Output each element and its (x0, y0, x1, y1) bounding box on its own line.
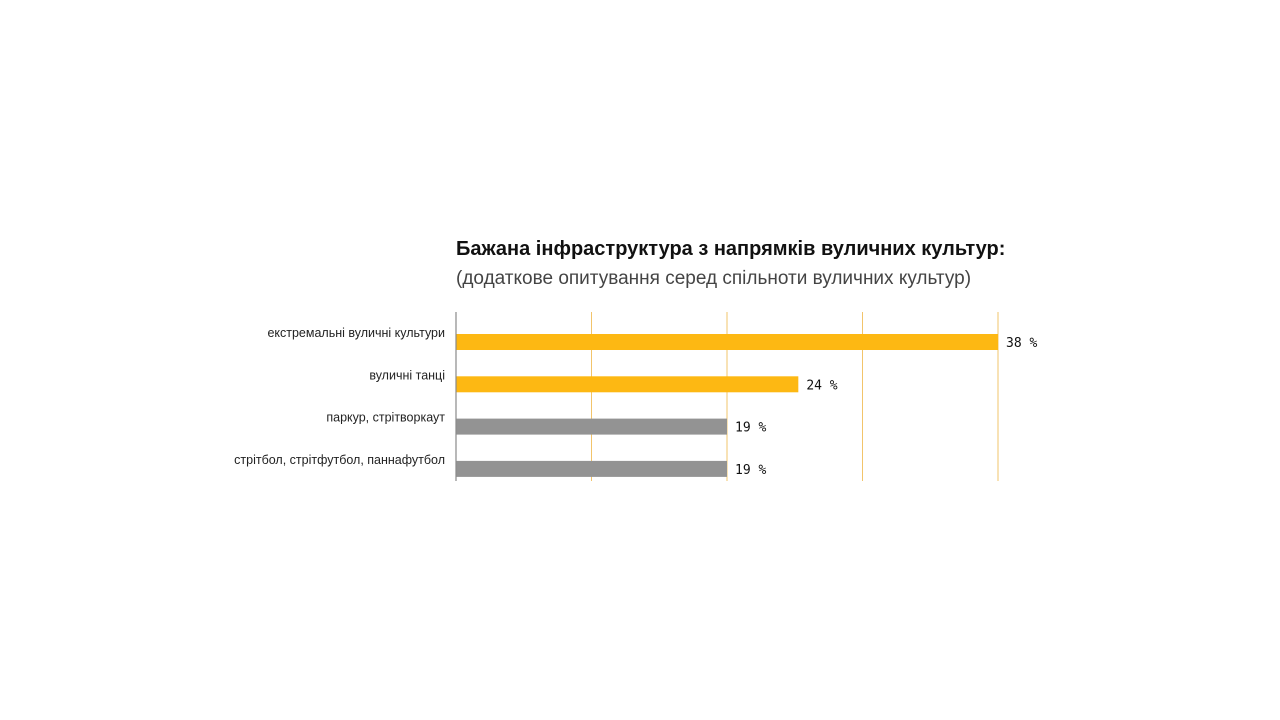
bar (456, 460, 727, 477)
value-label: 19 % (735, 421, 766, 436)
category-label: вуличні танці (369, 368, 445, 382)
bar (456, 418, 727, 435)
category-label: екстремальні вуличні культури (267, 326, 445, 340)
bars (456, 334, 998, 477)
bar (456, 376, 799, 393)
labels: екстремальні вуличні культури 38 % вуличні… (234, 326, 1037, 478)
category-label: паркур, стрітворкаут (326, 411, 445, 425)
chart-title: Бажана інфраструктура з напрямків вуличн… (456, 238, 1006, 260)
category-label: стрітбол, стрітфутбол, паннафутбол (234, 453, 445, 467)
value-label: 19 % (735, 463, 766, 478)
bar (456, 334, 998, 350)
chart-subtitle: (додаткове опитування серед спільноти ву… (456, 268, 972, 289)
value-label: 38 % (1006, 336, 1037, 351)
value-label: 24 % (806, 378, 837, 393)
